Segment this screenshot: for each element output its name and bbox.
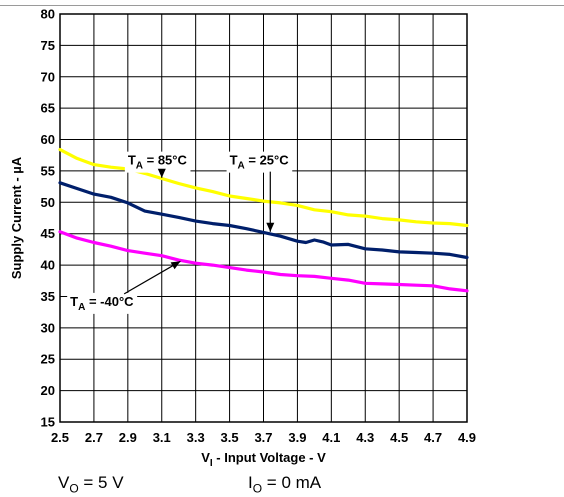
output-current-condition: IO = 0 mA [248,473,321,495]
temperature-annotation: TA = -40°C [67,260,181,314]
vo-value: = 5 V [78,473,124,492]
annotation-arrow-head [157,168,166,178]
series-line [58,230,469,293]
x-tick-label: 2.5 [51,430,69,445]
annotation-label: TA = -40°C [70,294,134,313]
x-tick-label: 4.3 [356,430,374,445]
io-subscript: O [252,481,263,496]
x-tick-label: 3.5 [221,430,239,445]
y-tick-label: 25 [41,352,55,367]
vo-subscript: O [69,481,79,496]
annotation-background [67,292,138,314]
x-tick-label: 2.7 [85,430,103,445]
y-tick-label: 60 [41,132,55,147]
annotation-arrow-line [123,260,181,295]
annotation-background [226,151,293,173]
temperature-annotation: TA = 25°C [226,151,293,232]
y-tick-label: 20 [41,383,55,398]
y-tick-label: 45 [41,226,55,241]
annotation-background [124,151,191,173]
annotation-arrow-head [266,222,275,232]
y-tick-label: 80 [41,7,55,22]
x-tick-label: 4.9 [458,430,476,445]
y-tick-label: 35 [41,289,55,304]
io-main: I [248,473,253,492]
y-tick-label: 75 [41,38,55,53]
temperature-annotation: TA = 85°C [124,151,191,178]
plot-frame [59,13,468,423]
x-tick-label: 3.7 [254,430,272,445]
annotation-label: TA = 25°C [230,153,290,172]
x-tick-label: 4.7 [424,430,442,445]
vo-main: V [58,473,70,492]
y-tick-label: 65 [41,101,55,116]
annotation-label: TA = 85°C [128,153,188,172]
series-line [58,181,469,260]
io-value: = 0 mA [262,473,322,492]
y-axis-label: Supply Current - µA [9,156,24,279]
x-tick-label: 3.3 [187,430,205,445]
x-tick-label: 4.5 [390,430,408,445]
y-tick-label: 50 [41,195,55,210]
supply-current-chart: 2.5 2.7 2.9 3.1 3.3 3.5 3.7 3.9 4.1 4.3 4.5 4.7 4.9 1… [9,7,476,470]
x-tick-label: 3.9 [288,430,306,445]
x-tick-label: 3.1 [153,430,171,445]
y-tick-label: 70 [41,69,55,84]
x-axis-label: VI - Input Voltage - V [201,450,326,469]
y-tick-label: 15 [41,415,55,430]
y-tick-label: 40 [41,258,55,273]
top-divider [0,5,564,6]
x-tick-label: 4.1 [322,430,340,445]
output-voltage-condition: VO = 5 V [58,473,124,495]
x-tick-label: 2.9 [119,430,137,445]
annotation-arrow-head [170,261,181,270]
y-tick-label: 55 [41,163,55,178]
y-tick-label: 30 [41,320,55,335]
